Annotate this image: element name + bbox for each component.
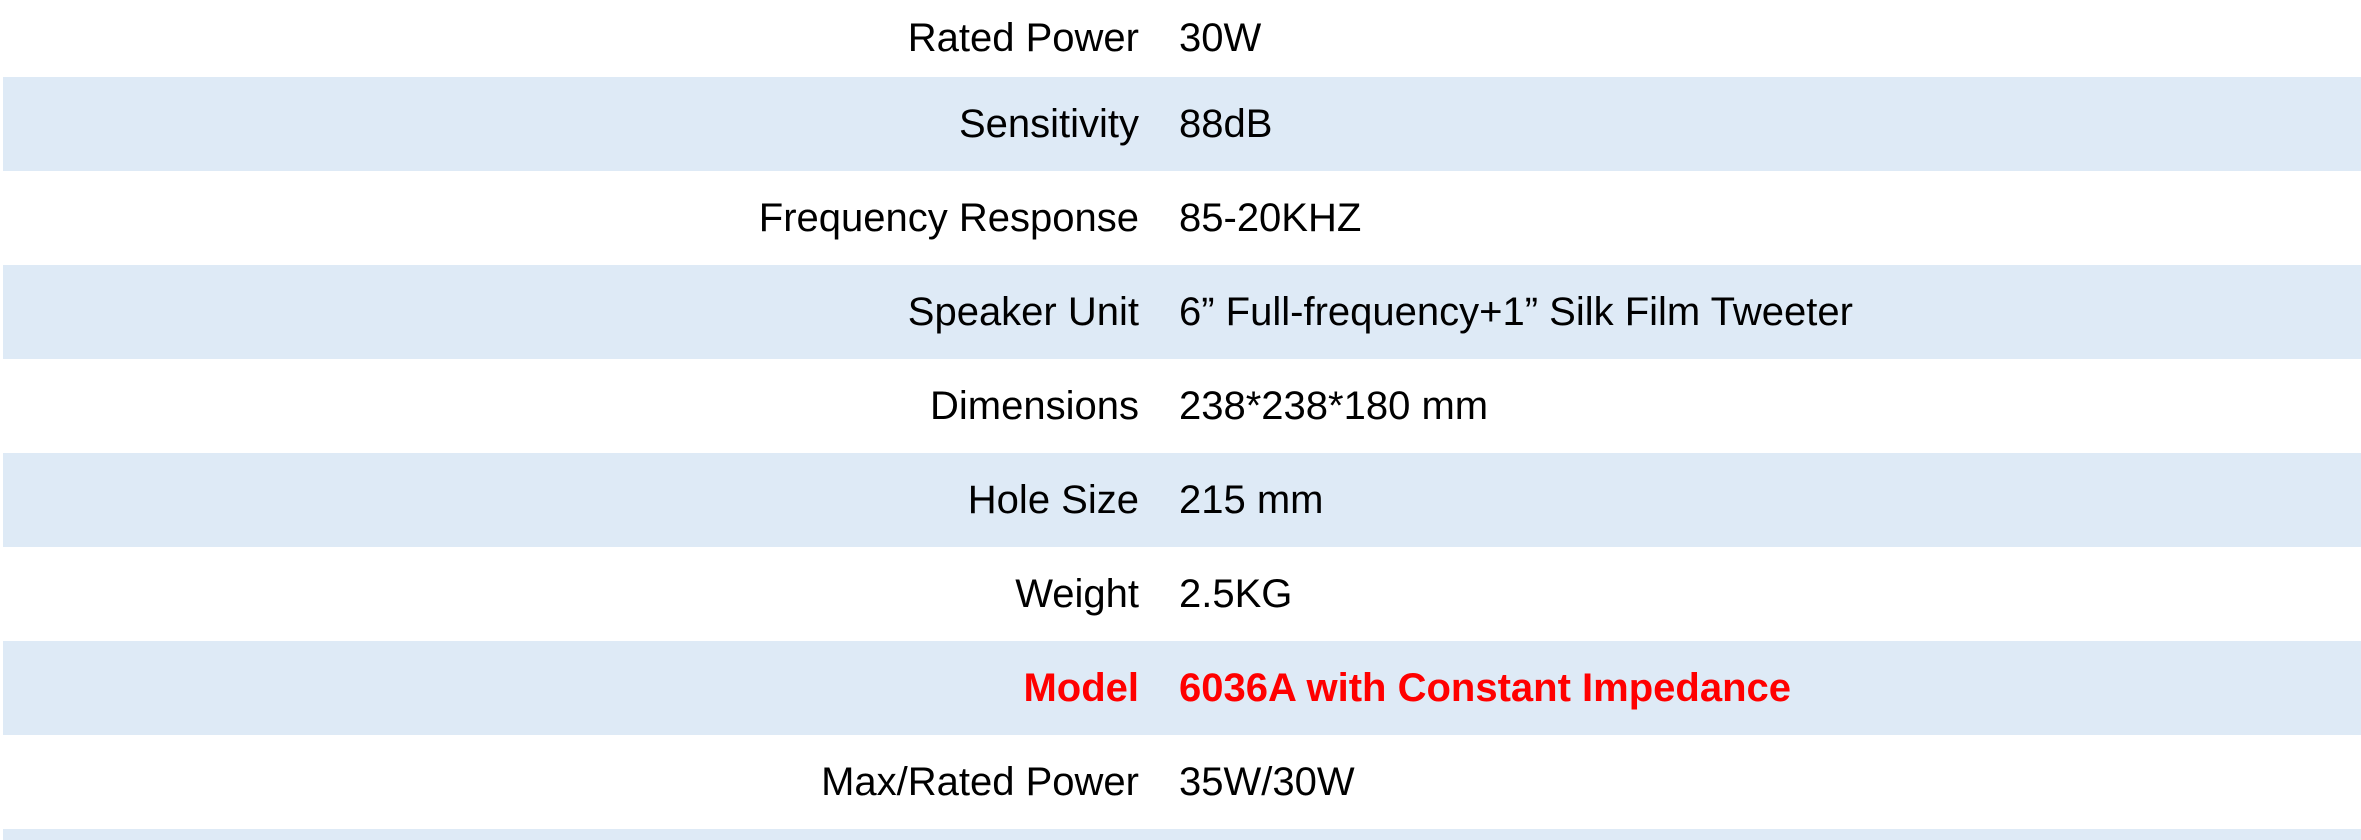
spec-value: 35W/30W	[1179, 759, 1355, 804]
spec-label: Model	[1023, 665, 1139, 710]
table-row	[0, 829, 2361, 840]
spec-label: Speaker Unit	[907, 289, 1139, 334]
spec-label: Dimensions	[930, 383, 1139, 428]
spec-value: 6036A with Constant Impedance	[1179, 665, 1791, 710]
spec-label: Frequency Response	[758, 195, 1139, 240]
table-row: Dimensions 238*238*180 mm	[0, 359, 2361, 453]
spec-label: Rated Power	[907, 16, 1139, 60]
spec-value: 85-20KHZ	[1179, 195, 1362, 240]
table-row: Model 6036A with Constant Impedance	[0, 641, 2361, 735]
table-row: Speaker Unit 6” Full-frequency+1” Silk F…	[0, 265, 2361, 359]
spec-value: 215 mm	[1179, 477, 1324, 522]
table-row: Weight 2.5KG	[0, 547, 2361, 641]
spec-value: 238*238*180 mm	[1179, 383, 1489, 428]
table-row: Rated Power 30W	[0, 0, 2361, 77]
spec-label: Hole Size	[967, 477, 1139, 522]
spec-label: Max/Rated Power	[821, 759, 1139, 804]
spec-value: 30W	[1179, 16, 1262, 60]
spec-label: Sensitivity	[958, 101, 1139, 146]
spec-value: 88dB	[1179, 101, 1273, 146]
spec-value: 6” Full-frequency+1” Silk Film Tweeter	[1179, 289, 1853, 334]
table-row: Max/Rated Power 35W/30W	[0, 735, 2361, 829]
table-row: Sensitivity 88dB	[0, 77, 2361, 171]
spec-label: Weight	[1015, 571, 1139, 616]
table-row: Hole Size 215 mm	[0, 453, 2361, 547]
spec-value: 2.5KG	[1179, 571, 1293, 616]
table-row: Frequency Response 85-20KHZ	[0, 171, 2361, 265]
